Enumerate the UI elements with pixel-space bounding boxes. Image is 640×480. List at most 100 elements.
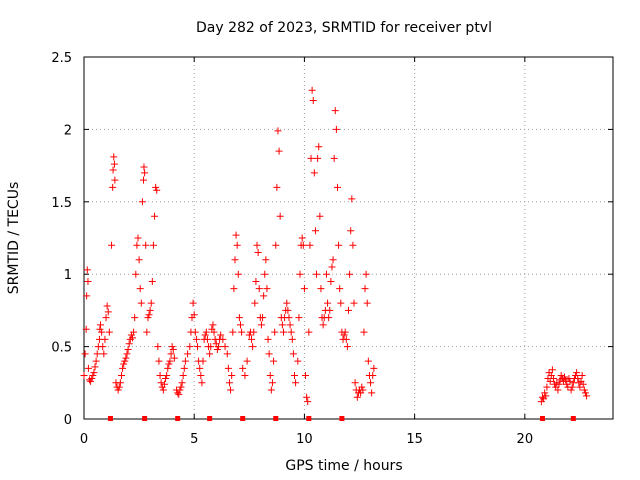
data-point [169, 345, 177, 353]
data-point [197, 372, 205, 380]
data-point [137, 299, 145, 307]
y-tick-label: 1.5 [51, 196, 72, 211]
data-point [309, 96, 317, 104]
data-point [361, 285, 369, 293]
data-point [233, 241, 241, 249]
data-point [149, 241, 157, 249]
data-point [100, 350, 108, 358]
data-point [140, 163, 148, 171]
data-point [235, 314, 243, 322]
data-point [119, 364, 127, 372]
data-point [228, 372, 236, 380]
data-point [241, 372, 249, 380]
data-point [303, 393, 311, 401]
data-point [196, 364, 204, 372]
data-point [142, 241, 150, 249]
data-point [135, 256, 143, 264]
data-point [155, 357, 163, 365]
data-point [132, 270, 140, 278]
data-point [163, 372, 171, 380]
data-point [364, 357, 372, 365]
data-point [140, 176, 148, 184]
data-point [179, 372, 187, 380]
data-point [554, 386, 562, 394]
data-point [350, 299, 358, 307]
data-point [168, 343, 176, 351]
data-point [333, 183, 341, 191]
data-point [153, 186, 161, 194]
data-point [298, 234, 306, 242]
data-point [229, 328, 237, 336]
data-point [90, 369, 98, 377]
data-point [257, 321, 265, 329]
data-point [117, 372, 125, 380]
data-point [254, 248, 262, 256]
data-point [89, 372, 97, 380]
data-point [306, 241, 314, 249]
data-point [335, 241, 343, 249]
data-point [221, 343, 229, 351]
data-point [103, 302, 111, 310]
data-point [122, 354, 130, 362]
baseline-marker [306, 416, 312, 421]
data-point [202, 328, 210, 336]
data-point [152, 183, 160, 191]
data-point [166, 357, 174, 365]
data-point [359, 386, 367, 394]
data-point [360, 328, 368, 336]
data-point [136, 285, 144, 293]
data-point [268, 379, 276, 387]
data-point [340, 331, 348, 339]
data-point [99, 343, 107, 351]
data-point [180, 364, 188, 372]
data-point [260, 292, 268, 300]
data-point [351, 379, 359, 387]
x-axis-label: GPS time / hours [285, 458, 402, 474]
data-point [217, 331, 225, 339]
data-point [287, 328, 295, 336]
data-point [109, 166, 117, 174]
data-point [567, 386, 575, 394]
data-point [170, 354, 178, 362]
data-point [201, 331, 209, 339]
data-point [583, 392, 591, 400]
data-point [348, 195, 356, 203]
data-point [167, 350, 175, 358]
x-tick-label: 10 [296, 432, 313, 447]
data-point [341, 328, 349, 336]
data-point [296, 270, 304, 278]
data-point [270, 357, 278, 365]
data-point [194, 343, 202, 351]
data-point [91, 363, 99, 371]
baseline-marker [107, 416, 113, 421]
data-point [138, 198, 146, 206]
baseline-marker [539, 416, 545, 421]
data-point [231, 256, 239, 264]
data-point [93, 350, 101, 358]
data-point [191, 328, 199, 336]
y-tick-label: 2 [64, 123, 72, 138]
data-point [84, 364, 92, 372]
data-point [97, 321, 105, 329]
data-point [289, 350, 297, 358]
data-point [542, 392, 550, 400]
data-point [307, 154, 315, 162]
data-point [273, 183, 281, 191]
data-point [92, 357, 100, 365]
data-points [80, 86, 591, 406]
data-point [324, 299, 332, 307]
data-point [261, 270, 269, 278]
data-point [568, 383, 576, 391]
data-point [123, 350, 131, 358]
data-point [250, 328, 258, 336]
data-point [266, 372, 274, 380]
data-point [319, 321, 327, 329]
data-point [283, 299, 291, 307]
data-point [578, 372, 586, 380]
data-point [225, 379, 233, 387]
data-point [199, 357, 207, 365]
data-point [343, 343, 351, 351]
data-point [332, 125, 340, 133]
data-point [275, 147, 283, 155]
data-point [175, 390, 183, 398]
